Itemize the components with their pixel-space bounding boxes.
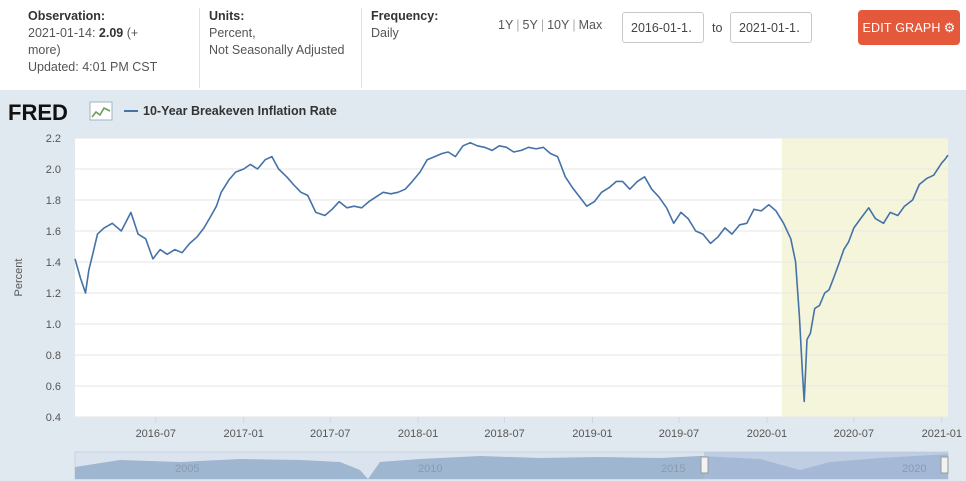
range-max-button[interactable]: Max: [578, 18, 603, 32]
navigator[interactable]: 2005 2010 2015 2020: [74, 451, 949, 480]
range-10y-button[interactable]: 10Y: [547, 18, 570, 32]
legend: 10-Year Breakeven Inflation Rate: [124, 104, 337, 118]
y-tick-label: 1.8: [46, 195, 61, 207]
recession-shading: [781, 138, 948, 417]
range-5y-button[interactable]: 5Y: [522, 18, 538, 32]
navigator-right-handle[interactable]: [940, 456, 949, 474]
frequency-value: Daily: [371, 26, 399, 40]
divider: [199, 8, 200, 88]
navigator-label-2020: 2020: [902, 463, 926, 475]
observation-date: 2021-01-14:: [28, 26, 96, 40]
edit-graph-button[interactable]: EDIT GRAPH ⚙: [858, 10, 960, 45]
y-tick-label: 2.2: [46, 133, 61, 145]
to-label: to: [712, 21, 723, 35]
y-tick-label: 0.4: [46, 412, 61, 424]
range-selector: 1Y | 5Y | 10Y | Max: [498, 18, 603, 32]
fred-logo-chart-icon: [89, 101, 113, 121]
updated-time: Updated: 4:01 PM CST: [28, 60, 158, 74]
y-axis-ticks: 0.4 0.6 0.8 1.0 1.2 1.4 1.6 1.8 2.0 2.2: [46, 133, 61, 424]
navigator-label-2010: 2010: [418, 463, 442, 475]
x-tick-label: 2017-07: [310, 428, 350, 440]
fred-logo: FRED: [8, 100, 113, 125]
header-bar: Observation: 2021-01-14: 2.09 (+ more) U…: [0, 0, 966, 90]
navigator-left-handle[interactable]: [700, 456, 709, 474]
observation-value: 2021-01-14: 2.09 (+ more): [28, 25, 157, 59]
y-tick-label: 0.6: [46, 381, 61, 393]
x-tick-label: 2020-01: [747, 428, 787, 440]
x-tick-label: 2019-01: [572, 428, 612, 440]
x-tick-label: 2020-07: [834, 428, 874, 440]
observation-more-link[interactable]: (+: [126, 26, 139, 40]
legend-series-name[interactable]: 10-Year Breakeven Inflation Rate: [143, 104, 337, 118]
fred-logo-text: FRED: [8, 100, 68, 125]
start-date-input[interactable]: [622, 12, 704, 43]
x-tick-label: 2018-07: [484, 428, 524, 440]
y-tick-label: 1.0: [46, 319, 61, 331]
gear-icon: ⚙: [943, 20, 956, 35]
navigator-label-2015: 2015: [661, 463, 685, 475]
y-tick-label: 1.2: [46, 288, 61, 300]
end-date-input[interactable]: [730, 12, 812, 43]
range-1y-button[interactable]: 1Y: [498, 18, 514, 32]
observation-block: Observation: 2021-01-14: 2.09 (+ more) U…: [28, 8, 157, 76]
divider: [361, 8, 362, 88]
x-tick-label: 2017-01: [223, 428, 263, 440]
y-axis-label: Percent: [13, 259, 25, 297]
observation-more-link-2[interactable]: more): [28, 43, 61, 57]
units-label: Units:: [209, 9, 245, 23]
edit-graph-label: EDIT GRAPH: [862, 21, 941, 35]
x-tick-label: 2021-01: [922, 428, 962, 440]
x-axis-ticks: 2016-07 2017-01 2017-07 2018-01 2018-07 2019-…: [136, 417, 962, 440]
navigator-label-2005: 2005: [175, 463, 199, 475]
units-block: Units: Percent, Not Seasonally Adjusted: [209, 8, 345, 59]
navigator-selection[interactable]: [704, 452, 948, 479]
frequency-block: Frequency: Daily: [371, 8, 438, 42]
units-line-1: Percent,: [209, 26, 256, 40]
series-line: [74, 141, 949, 403]
x-tick-label: 2016-07: [136, 428, 176, 440]
y-tick-label: 1.6: [46, 226, 61, 238]
y-tick-label: 1.4: [46, 257, 61, 269]
chart: FRED 10-Year Breakeven Inflation Rate 0.…: [8, 100, 962, 480]
x-tick-label: 2018-01: [398, 428, 438, 440]
observation-label: Observation:: [28, 9, 106, 23]
frequency-label: Frequency:: [371, 9, 439, 23]
x-tick-label: 2019-07: [659, 428, 699, 440]
y-tick-label: 2.0: [46, 164, 61, 176]
fred-logo-chart-line: [91, 106, 111, 118]
units-line-2: Not Seasonally Adjusted: [209, 43, 345, 57]
observation-number: 2.09: [98, 26, 124, 40]
y-tick-label: 0.8: [46, 350, 61, 362]
